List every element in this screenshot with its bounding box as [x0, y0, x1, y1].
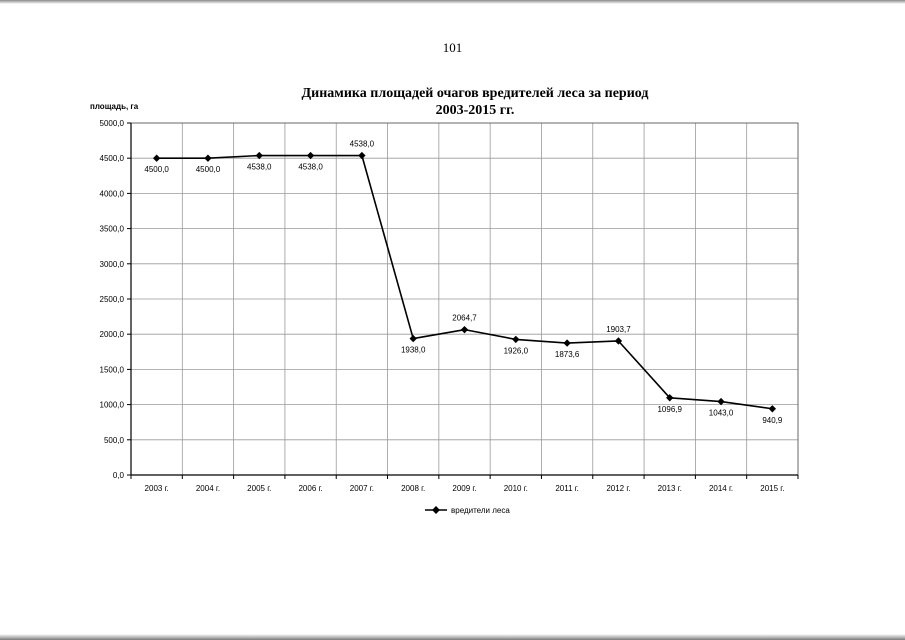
x-tick-label: 2008 г. [401, 484, 425, 493]
x-tick-label: 2010 г. [504, 484, 528, 493]
chart-title-line-1: Динамика площадей очагов вредителей леса… [301, 86, 649, 101]
y-tick-label: 4000,0 [100, 189, 125, 198]
y-tick-label: 1000,0 [100, 401, 125, 410]
data-point-marker [512, 335, 520, 344]
data-label: 1043,0 [709, 409, 734, 418]
y-tick-label: 1500,0 [100, 365, 125, 374]
data-point-marker [614, 337, 623, 345]
data-point-marker [563, 339, 571, 347]
legend: вредители леса [425, 506, 510, 515]
data-point-marker [204, 154, 212, 162]
grid [131, 122, 799, 475]
x-tick-label: 2006 г. [298, 484, 322, 493]
y-tick-label: 2500,0 [100, 295, 125, 304]
data-label: 1938,0 [401, 346, 426, 355]
y-tick-label: 3500,0 [100, 225, 125, 234]
y-tick-label: 0,0 [113, 471, 125, 480]
x-tick-label: 2012 г. [606, 484, 630, 493]
x-tick-label: 2014 г. [709, 484, 733, 493]
y-ticks: 0,0 500,0 1000,0 1500,0 2000,0 2500,0 3000,0 35… [100, 119, 131, 480]
scan-edge-top [0, 0, 905, 4]
data-label: 1873,6 [555, 350, 580, 359]
page-number: 101 [442, 40, 463, 55]
x-tick-label: 2004 г. [196, 484, 220, 493]
x-tick-label: 2013 г. [658, 484, 682, 493]
x-tick-label: 2005 г. [247, 484, 271, 493]
data-label: 4538,0 [350, 140, 375, 149]
data-label: 4538,0 [298, 163, 323, 172]
chart-title: Динамика площадей очагов вредителей леса… [200, 85, 750, 119]
data-label: 2064,7 [452, 314, 477, 323]
x-tick-label: 2007 г. [350, 484, 374, 493]
x-tick-label: 2011 г. [555, 484, 579, 493]
data-point-marker [460, 325, 469, 334]
legend-label: вредители леса [451, 506, 510, 515]
x-ticks: 2003 г. 2004 г. 2005 г. 2006 г. 2007 г. 2008 … [130, 475, 799, 493]
chart-title-line-2: 2003-2015 гг. [435, 103, 515, 118]
series-group [152, 151, 777, 413]
data-point-marker [409, 334, 417, 343]
data-label: 4500,0 [144, 165, 169, 174]
data-label: 4500,0 [196, 165, 221, 174]
y-tick-label: 3000,0 [100, 260, 125, 269]
data-label: 4538,0 [247, 163, 272, 172]
data-labels: 4500,0 4500,0 4538,0 4538,0 4538,0 1938,0 2064… [144, 140, 782, 425]
x-tick-label: 2009 г. [452, 484, 476, 493]
y-tick-label: 2000,0 [100, 330, 125, 339]
data-label: 1903,7 [606, 325, 631, 334]
data-point-marker [152, 154, 161, 162]
scan-edge-bottom [0, 634, 905, 640]
y-tick-label: 500,0 [104, 436, 125, 445]
data-label: 1926,0 [504, 346, 529, 355]
data-label: 1096,9 [657, 405, 682, 414]
x-tick-label: 2003 г. [145, 484, 169, 493]
y-tick-label: 4500,0 [100, 154, 125, 163]
data-point-marker [666, 394, 674, 402]
data-point-marker [717, 397, 725, 406]
y-axis-label: площадь, га [90, 102, 139, 111]
legend-marker [432, 506, 440, 514]
x-tick-label: 2015 г. [760, 484, 784, 493]
data-point-marker [768, 405, 777, 413]
data-label: 940,9 [762, 416, 783, 425]
y-tick-label: 5000,0 [100, 119, 125, 128]
